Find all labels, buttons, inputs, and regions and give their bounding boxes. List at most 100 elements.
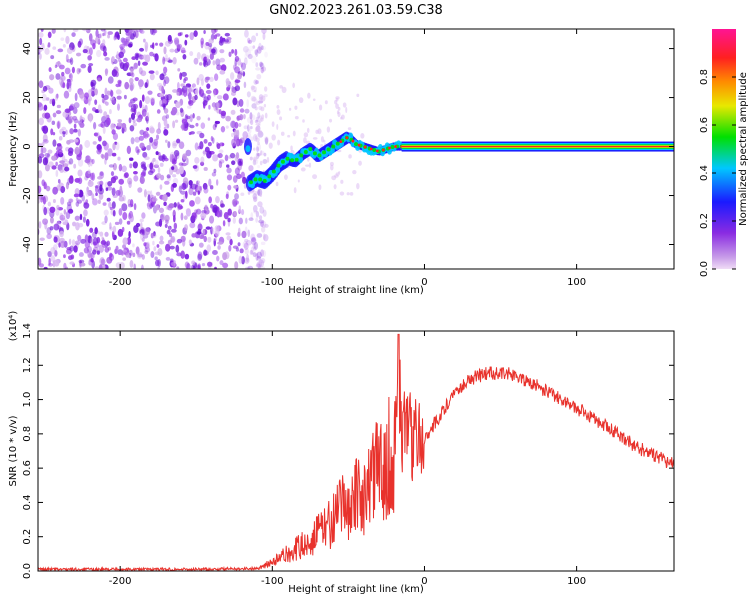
noise-blob xyxy=(233,210,237,216)
noise-blob xyxy=(250,233,256,242)
noise-blob xyxy=(255,152,260,159)
noise-blob xyxy=(262,158,268,164)
snr-frame xyxy=(37,330,675,572)
noise-blob xyxy=(45,97,50,101)
noise-blob xyxy=(160,213,166,221)
noise-blob xyxy=(66,81,70,90)
noise-blob xyxy=(119,44,125,50)
noise-blob xyxy=(246,91,251,98)
noise-blob xyxy=(112,162,117,171)
noise-blob xyxy=(235,247,240,252)
noise-blob xyxy=(251,96,257,102)
noise-blob xyxy=(54,250,58,257)
noise-blob xyxy=(163,46,167,55)
noise-blob xyxy=(98,123,104,127)
noise-blob xyxy=(228,244,232,252)
noise-blob xyxy=(141,237,145,242)
noise-blob xyxy=(143,242,147,247)
noise-blob xyxy=(47,201,52,207)
noise-blob xyxy=(246,254,250,263)
track-core xyxy=(271,169,276,174)
noise-blob xyxy=(87,65,92,73)
colorbar-tick-label: 0.0 xyxy=(699,261,710,277)
noise-blob xyxy=(57,121,60,130)
noise-blob xyxy=(333,184,337,190)
noise-blob xyxy=(247,229,251,238)
noise-blob xyxy=(72,221,77,227)
noise-blob xyxy=(87,55,92,61)
y-tick-label: 0.0 xyxy=(22,563,33,579)
noise-blob xyxy=(246,132,252,139)
noise-blob xyxy=(201,262,206,267)
noise-blob xyxy=(159,42,164,47)
noise-blob xyxy=(205,226,211,230)
noise-blob xyxy=(149,125,154,133)
noise-blob xyxy=(163,129,169,136)
noise-blob xyxy=(132,122,137,127)
noise-blob xyxy=(180,190,187,195)
noise-blob xyxy=(128,212,131,220)
noise-blob xyxy=(227,184,232,191)
noise-blob xyxy=(256,146,260,153)
noise-blob xyxy=(49,74,55,81)
noise-blob xyxy=(202,229,206,235)
noise-blob xyxy=(181,182,187,191)
noise-blob xyxy=(152,240,155,246)
noise-blob xyxy=(247,190,251,195)
noise-blob xyxy=(227,217,231,223)
noise-blob xyxy=(268,142,273,149)
noise-blob xyxy=(349,191,354,196)
noise-blob xyxy=(200,78,204,86)
noise-blob xyxy=(44,112,51,119)
noise-blob xyxy=(231,49,235,54)
noise-blob xyxy=(122,57,128,63)
noise-blob xyxy=(42,139,49,144)
noise-blob xyxy=(98,264,103,269)
noise-blob xyxy=(77,222,84,228)
noise-blob xyxy=(230,92,236,96)
noise-blob xyxy=(144,115,149,122)
noise-blob xyxy=(63,90,70,99)
noise-blob xyxy=(231,199,237,206)
noise-blob xyxy=(189,32,195,41)
noise-blob xyxy=(139,29,143,34)
noise-blob xyxy=(90,79,97,87)
track-peak xyxy=(388,146,391,150)
track-peak xyxy=(369,147,373,151)
noise-blob xyxy=(254,99,259,105)
noise-blob xyxy=(149,127,155,134)
noise-blob xyxy=(154,53,159,62)
noise-blob xyxy=(68,79,72,87)
noise-blob xyxy=(233,185,238,189)
chart-title: GN02.2023.261.03.59.C38 xyxy=(269,3,443,18)
noise-blob xyxy=(190,86,195,92)
noise-blob xyxy=(112,142,116,151)
noise-blob xyxy=(85,189,90,198)
noise-blob xyxy=(74,92,78,102)
noise-blob xyxy=(219,70,226,75)
noise-blob xyxy=(165,139,168,143)
track-core xyxy=(285,156,290,161)
noise-blob xyxy=(52,46,57,50)
x-tick-label: 100 xyxy=(567,576,586,587)
noise-blob xyxy=(114,71,119,78)
noise-blob xyxy=(202,182,208,190)
noise-blob xyxy=(157,166,161,174)
noise-blob xyxy=(75,197,79,202)
noise-blob xyxy=(144,104,148,113)
noise-blob xyxy=(139,142,145,149)
steady-band-peak xyxy=(401,145,674,148)
noise-blob xyxy=(250,136,254,142)
noise-blob xyxy=(199,141,204,150)
noise-blob xyxy=(135,222,141,228)
track-peak xyxy=(357,143,361,147)
noise-blob xyxy=(164,40,171,47)
noise-blob xyxy=(130,68,134,77)
noise-blob xyxy=(65,129,68,136)
noise-blob xyxy=(157,248,163,256)
x-tick-label: -200 xyxy=(109,576,132,587)
colorbar-gradient xyxy=(712,29,736,269)
noise-blob xyxy=(294,115,299,120)
noise-blob xyxy=(171,262,177,268)
